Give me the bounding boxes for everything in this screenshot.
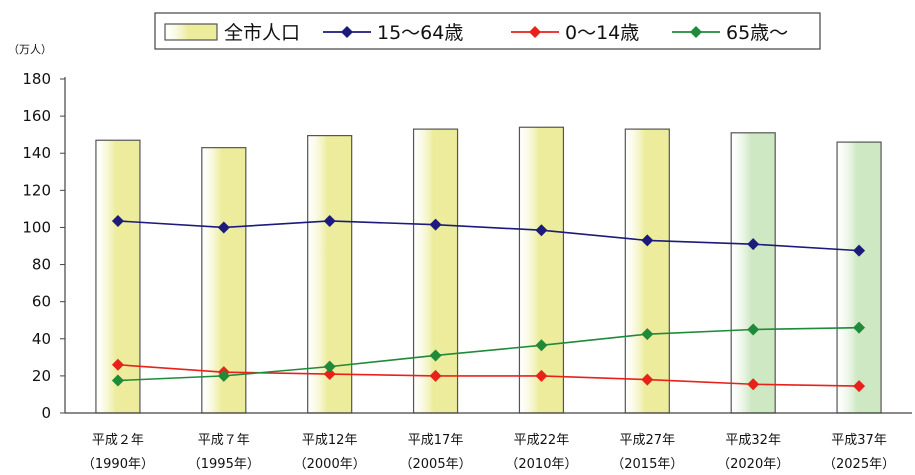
series-0-14-point: [323, 368, 336, 381]
legend-label: 全市人口: [224, 22, 300, 44]
y-tick-label: 40: [32, 330, 51, 348]
x-tick-label-era: 平成37年: [831, 433, 887, 448]
x-tick-label-year: （2000年）: [294, 457, 366, 472]
x-tick-label-era: 平成27年: [620, 433, 676, 448]
series-65-plus-point: [641, 328, 654, 341]
series-65-plus-legend-marker: [690, 26, 702, 38]
population-bar: [412, 128, 459, 414]
y-tick-label: 20: [32, 367, 51, 385]
series-0-14-point: [429, 369, 442, 382]
x-tick-label-year: （2015年）: [611, 457, 683, 472]
series-15-64-point: [111, 214, 124, 227]
series-65-plus-point: [323, 360, 336, 373]
population-bar: [836, 141, 882, 414]
population-bar: [518, 126, 565, 414]
x-tick-label-year: （2010年）: [505, 457, 577, 472]
x-tick-label-year: （2025年）: [823, 457, 895, 472]
x-tick-label-era: 平成22年: [514, 433, 570, 448]
population-bar: [95, 139, 141, 414]
line-series: [111, 214, 866, 393]
y-axis-ticks: 0 20 40 60 80 100 120 140 160 180: [22, 70, 65, 422]
series-15-64-point: [429, 218, 442, 231]
y-tick-label: 140: [22, 144, 51, 162]
x-tick-label-era: 平成12年: [302, 433, 358, 448]
x-tick-label-era: 平成７年: [198, 433, 250, 448]
series-0-14-point: [111, 358, 124, 371]
series-65-plus-point: [429, 349, 442, 362]
y-tick-label: 180: [22, 70, 51, 88]
series-0-14-point: [853, 380, 866, 393]
legend-label: 0～14歳: [565, 22, 639, 44]
legend-swatch-bar: [164, 23, 218, 41]
legend-label: 15～64歳: [377, 22, 463, 44]
y-tick-label: 120: [22, 181, 51, 199]
y-tick-label: 60: [32, 293, 51, 311]
population-bar: [730, 132, 776, 414]
y-axis-unit-label: （万人）: [8, 43, 52, 56]
series-15-64-line: [117, 220, 860, 252]
legend-box: [154, 12, 821, 50]
series-15-64-point: [747, 238, 760, 251]
series-15-64-point: [323, 214, 336, 227]
y-tick-label: 160: [22, 107, 51, 125]
series-0-14-point: [747, 378, 760, 391]
series-65-plus-point: [217, 369, 230, 382]
x-tick-label-year: （2005年）: [400, 457, 472, 472]
series-0-14-point: [535, 369, 548, 382]
series-15-64-point: [853, 244, 866, 257]
series-0-14-legend-marker: [529, 26, 541, 38]
y-tick-label: 80: [32, 256, 51, 274]
y-tick-label: 0: [41, 404, 51, 422]
x-tick-label-era: 平成17年: [408, 433, 464, 448]
series-15-64-point: [641, 234, 654, 247]
x-tick-label-era: 平成32年: [725, 433, 781, 448]
x-tick-label-era: 平成２年: [92, 433, 144, 448]
legend: 全市人口 15～64歳 0～14歳 65歳～: [154, 12, 821, 50]
series-65-plus-line: [117, 326, 860, 382]
axes: [64, 77, 912, 414]
series-65-plus-point: [853, 321, 866, 334]
series-0-14-line: [117, 363, 860, 387]
series-0-14-point: [641, 373, 654, 386]
population-bar: [624, 128, 670, 414]
x-tick-label-year: （1990年）: [82, 457, 154, 472]
x-axis-labels: 平成２年 （1990年） 平成７年 （1995年） 平成12年 （2000年） 平成17年 （…: [82, 433, 895, 472]
series-65-plus-point: [535, 339, 548, 352]
y-tick-label: 100: [22, 218, 51, 236]
x-tick-label-year: （1995年）: [188, 457, 260, 472]
x-tick-label-year: （2020年）: [717, 457, 789, 472]
series-65-plus-point: [111, 374, 124, 387]
series-65-plus-point: [747, 323, 760, 336]
series-15-64-point: [217, 221, 230, 234]
series-15-64-point: [535, 224, 548, 237]
bar-series: [95, 126, 882, 414]
legend-label: 65歳～: [726, 22, 788, 44]
series-15-64-legend-marker: [341, 26, 353, 38]
